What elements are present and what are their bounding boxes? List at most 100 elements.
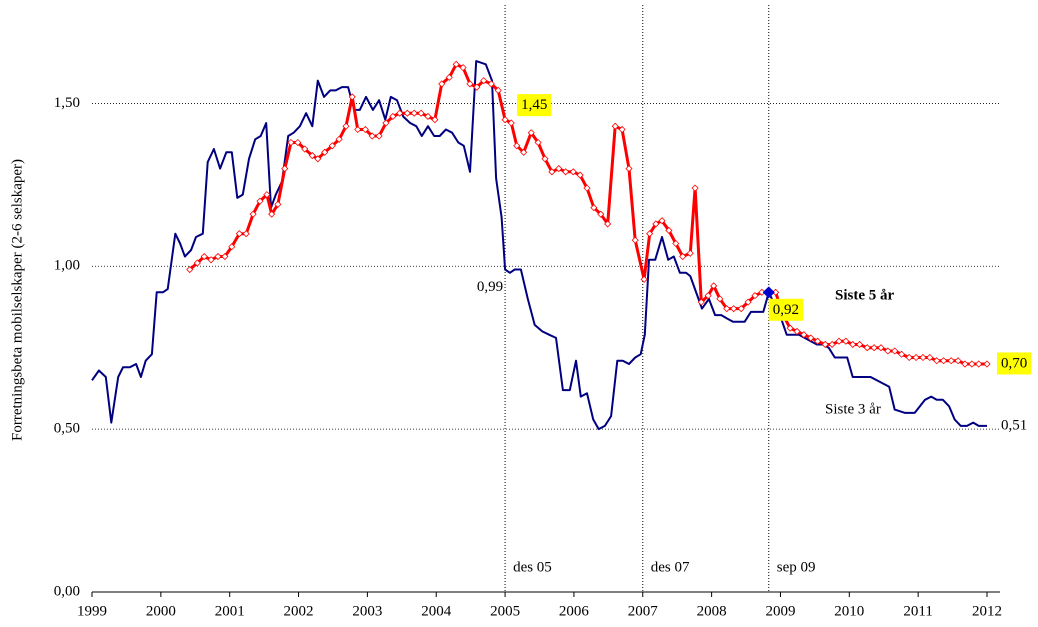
point-marker (961, 360, 969, 368)
point-marker (294, 138, 302, 147)
point-marker (513, 142, 521, 150)
y-axis-label: Forretningsbeta mobilselskaper (2-6 sels… (9, 159, 25, 441)
point-marker (590, 204, 598, 212)
x-tick-label: 2003 (352, 603, 382, 619)
point-marker (494, 86, 502, 94)
point-marker (898, 350, 906, 358)
point-marker (520, 148, 528, 156)
point-marker (672, 239, 680, 248)
series-label: Siste 3 år (825, 401, 881, 417)
point-marker (905, 353, 913, 362)
point-marker (919, 353, 927, 362)
point-marker (281, 165, 289, 173)
point-marker (631, 236, 639, 244)
point-marker (814, 337, 822, 345)
point-marker (710, 282, 718, 290)
point-marker (597, 210, 605, 218)
point-marker (863, 344, 871, 352)
point-marker (940, 357, 948, 365)
highlight-point (762, 286, 775, 299)
y-tick-label: 0,50 (54, 421, 80, 437)
point-marker (926, 353, 934, 362)
x-tick-label: 2001 (215, 603, 245, 619)
point-marker (375, 132, 383, 140)
point-marker (424, 112, 432, 121)
point-marker (849, 340, 857, 349)
point-marker (507, 119, 515, 127)
point-marker (548, 168, 556, 176)
point-marker (562, 168, 570, 176)
point-marker (235, 230, 243, 238)
label-highlight (517, 94, 552, 117)
point-marker (214, 252, 222, 261)
point-marker (382, 119, 390, 127)
y-tick-label: 1,50 (54, 95, 80, 111)
point-marker (200, 252, 208, 261)
y-tick-label: 1,00 (54, 258, 80, 274)
point-marker (287, 138, 295, 147)
point-marker (452, 60, 460, 68)
point-marker (207, 256, 215, 264)
point-marker (583, 184, 591, 192)
x-tick-label: 1999 (77, 603, 107, 619)
point-marker (342, 122, 350, 130)
point-marker (983, 360, 991, 368)
point-marker (807, 334, 815, 342)
point-marker (242, 230, 250, 238)
event-label: sep 09 (777, 559, 816, 575)
point-marker (968, 360, 976, 368)
point-marker (828, 340, 836, 349)
point-marker (744, 298, 752, 306)
point-marker (679, 252, 687, 261)
point-marker (737, 305, 745, 313)
point-marker (445, 73, 453, 81)
point-marker (611, 122, 619, 130)
point-marker (800, 331, 808, 339)
point-marker (975, 360, 983, 368)
point-marker (691, 184, 699, 192)
point-marker (954, 357, 962, 365)
x-tick-label: 2005 (490, 603, 520, 619)
x-tick-label: 2011 (903, 603, 932, 619)
point-marker (314, 155, 322, 163)
point-marker (870, 344, 878, 352)
annotation-label: 0,99 (477, 279, 503, 295)
label-highlight (997, 352, 1032, 375)
point-marker (328, 142, 336, 150)
x-tick-label: 2006 (559, 603, 590, 619)
point-marker (697, 298, 705, 306)
point-marker (263, 191, 271, 199)
point-marker (856, 340, 864, 349)
point-marker (368, 132, 376, 140)
series-label: Siste 5 år (835, 287, 895, 303)
point-marker (431, 116, 439, 124)
point-marker (389, 112, 397, 121)
point-marker (604, 220, 612, 228)
point-marker (228, 243, 236, 251)
point-marker (730, 305, 738, 313)
point-marker (417, 109, 425, 117)
point-marker (501, 116, 509, 124)
point-marker (723, 305, 731, 313)
point-marker (308, 151, 316, 160)
point-marker (186, 265, 194, 274)
point-marker (665, 226, 673, 235)
x-tick-label: 2010 (834, 603, 864, 619)
point-marker (274, 200, 282, 208)
x-tick-label: 2008 (697, 603, 727, 619)
point-marker (877, 344, 885, 352)
point-marker (933, 357, 941, 365)
point-marker (256, 197, 264, 205)
point-marker (301, 145, 309, 153)
point-marker (821, 340, 829, 349)
point-marker (459, 64, 467, 72)
point-marker (527, 129, 535, 137)
annotation-label: 1,45 (521, 97, 547, 113)
point-marker (704, 292, 712, 300)
event-label: des 07 (651, 559, 690, 575)
point-marker (335, 135, 343, 143)
point-marker (410, 109, 418, 117)
point-marker (403, 109, 411, 117)
point-marker (891, 347, 899, 355)
